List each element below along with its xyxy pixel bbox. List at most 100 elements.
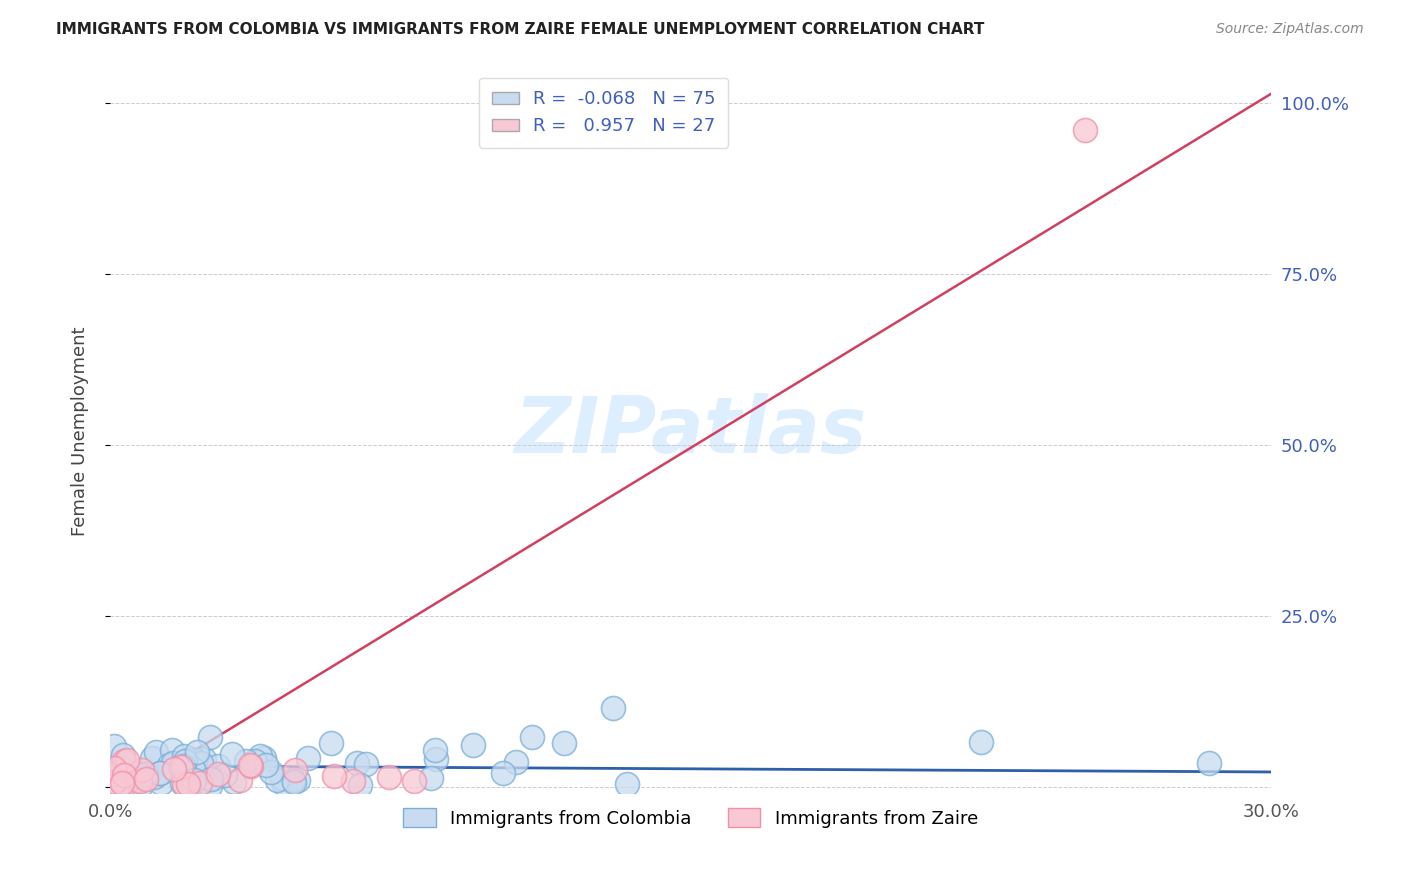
Point [420, 772, 443, 786]
Point [297, 750, 319, 764]
Point [112, 755, 135, 769]
Point [157, 757, 180, 772]
Point [180, 776, 202, 790]
Point [118, 779, 141, 793]
Point [108, 759, 131, 773]
Point [163, 762, 186, 776]
Point [188, 776, 211, 790]
Point [342, 774, 364, 789]
Point [128, 774, 150, 789]
Point [170, 760, 193, 774]
Point [103, 775, 125, 789]
Text: ZIPatlas: ZIPatlas [515, 393, 866, 469]
Point [243, 754, 266, 768]
Point [354, 757, 377, 772]
Point [135, 772, 157, 786]
Point [425, 752, 447, 766]
Point [160, 742, 183, 756]
Point [149, 766, 172, 780]
Point [200, 772, 222, 786]
Point [131, 763, 153, 777]
Point [135, 772, 157, 786]
Text: IMMIGRANTS FROM COLOMBIA VS IMMIGRANTS FROM ZAIRE FEMALE UNEMPLOYMENT CORRELATIO: IMMIGRANTS FROM COLOMBIA VS IMMIGRANTS F… [56, 22, 984, 37]
Point [129, 778, 152, 792]
Point [284, 763, 307, 777]
Point [602, 701, 624, 715]
Point [349, 779, 371, 793]
Point [183, 772, 205, 787]
Point [260, 765, 283, 780]
Point [322, 768, 344, 782]
Point [173, 777, 195, 791]
Point [423, 743, 446, 757]
Point [207, 767, 229, 781]
Point [281, 773, 304, 788]
Point [150, 776, 173, 790]
Point [131, 769, 153, 783]
Point [174, 754, 197, 768]
Point [404, 773, 426, 788]
Point [135, 767, 157, 781]
Point [520, 730, 543, 744]
Point [103, 764, 125, 779]
Point [180, 751, 202, 765]
Point [111, 776, 134, 790]
Point [214, 768, 236, 782]
Point [271, 771, 294, 785]
Point [184, 753, 207, 767]
Point [461, 738, 484, 752]
Point [141, 751, 163, 765]
Point [142, 770, 165, 784]
Point [221, 747, 243, 761]
Point [108, 758, 131, 772]
Point [112, 747, 135, 762]
Point [505, 755, 527, 769]
Point [103, 766, 125, 780]
Point [163, 756, 186, 771]
Point [187, 773, 209, 788]
Text: Source: ZipAtlas.com: Source: ZipAtlas.com [1216, 22, 1364, 37]
Point [181, 762, 204, 776]
Point [172, 758, 194, 772]
Point [266, 772, 288, 787]
Point [224, 775, 246, 789]
Legend: Immigrants from Colombia, Immigrants from Zaire: Immigrants from Colombia, Immigrants fro… [396, 801, 986, 835]
Point [190, 756, 212, 770]
Point [283, 775, 305, 789]
Point [240, 759, 263, 773]
Point [149, 765, 172, 780]
Point [115, 776, 138, 790]
Point [118, 771, 141, 785]
Point [186, 746, 208, 760]
Point [103, 775, 125, 789]
Point [172, 775, 194, 789]
Point [103, 760, 125, 774]
Point [346, 756, 368, 770]
Point [200, 779, 222, 793]
Point [107, 779, 129, 793]
Y-axis label: Female Unemployment: Female Unemployment [72, 326, 89, 536]
Point [492, 766, 515, 780]
Point [553, 736, 575, 750]
Point [173, 749, 195, 764]
Point [200, 730, 222, 744]
Point [239, 758, 262, 772]
Point [207, 759, 229, 773]
Point [378, 770, 401, 784]
Point [235, 754, 257, 768]
Point [616, 777, 638, 791]
Point [193, 774, 215, 789]
Point [112, 768, 135, 782]
Point [1074, 123, 1097, 137]
Point [249, 748, 271, 763]
Point [162, 761, 184, 775]
Point [115, 753, 138, 767]
Point [177, 777, 200, 791]
Point [287, 772, 309, 787]
Point [125, 767, 148, 781]
Point [145, 745, 167, 759]
Point [253, 750, 276, 764]
Point [319, 736, 342, 750]
Point [254, 758, 277, 772]
Point [970, 735, 993, 749]
